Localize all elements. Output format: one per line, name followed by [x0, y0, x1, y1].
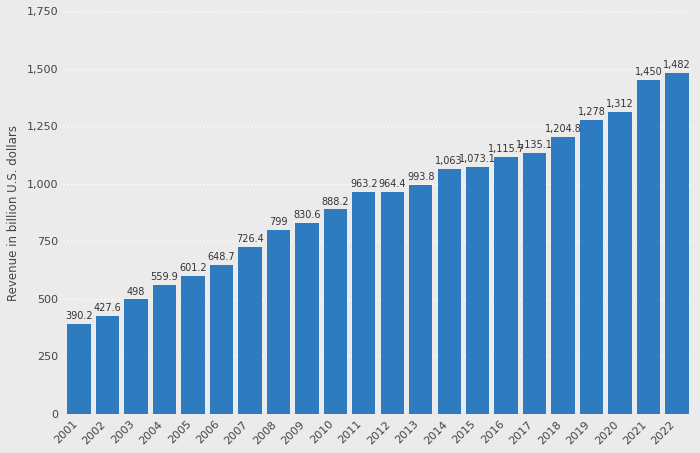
- Bar: [381, 192, 404, 414]
- Bar: [608, 112, 631, 414]
- Text: 1,278: 1,278: [578, 107, 606, 117]
- Bar: [67, 324, 91, 414]
- Text: 498: 498: [127, 287, 145, 297]
- Text: 888.2: 888.2: [321, 197, 349, 207]
- Text: 993.8: 993.8: [407, 173, 435, 183]
- Text: 963.2: 963.2: [350, 179, 377, 189]
- Text: 799: 799: [269, 217, 288, 227]
- Bar: [153, 285, 176, 414]
- Text: 559.9: 559.9: [150, 272, 178, 282]
- Text: 1,204.8: 1,204.8: [545, 124, 582, 134]
- Text: 830.6: 830.6: [293, 210, 321, 220]
- Text: 1,482: 1,482: [663, 60, 691, 70]
- Text: 1,063: 1,063: [435, 156, 463, 166]
- Bar: [409, 185, 433, 414]
- Bar: [552, 136, 575, 414]
- Bar: [466, 167, 489, 414]
- Text: 1,135.1: 1,135.1: [516, 140, 553, 150]
- Text: 1,073.1: 1,073.1: [459, 154, 496, 164]
- Text: 648.7: 648.7: [208, 252, 235, 262]
- Bar: [637, 80, 660, 414]
- Text: 1,312: 1,312: [606, 99, 634, 109]
- Bar: [238, 247, 262, 414]
- Text: 726.4: 726.4: [236, 234, 264, 244]
- Bar: [323, 209, 347, 414]
- Bar: [494, 157, 518, 414]
- Text: 1,450: 1,450: [635, 67, 662, 77]
- Bar: [665, 72, 689, 414]
- Bar: [580, 120, 603, 414]
- Bar: [267, 230, 290, 414]
- Text: 390.2: 390.2: [65, 311, 93, 322]
- Y-axis label: Revenue in billion U.S. dollars: Revenue in billion U.S. dollars: [7, 125, 20, 300]
- Bar: [523, 153, 546, 414]
- Bar: [295, 223, 318, 414]
- Bar: [352, 192, 375, 414]
- Text: 1,115.7: 1,115.7: [488, 145, 525, 154]
- Bar: [96, 316, 119, 414]
- Bar: [210, 265, 233, 414]
- Text: 964.4: 964.4: [379, 179, 406, 189]
- Bar: [181, 275, 204, 414]
- Text: 427.6: 427.6: [94, 303, 121, 313]
- Text: 601.2: 601.2: [179, 263, 206, 273]
- Bar: [125, 299, 148, 414]
- Bar: [438, 169, 461, 414]
